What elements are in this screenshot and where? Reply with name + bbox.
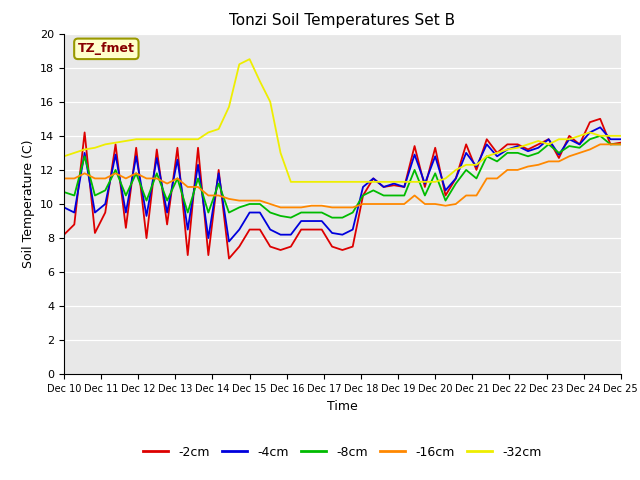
X-axis label: Time: Time [327, 400, 358, 413]
Text: TZ_fmet: TZ_fmet [78, 42, 135, 55]
Y-axis label: Soil Temperature (C): Soil Temperature (C) [22, 140, 35, 268]
Legend: -2cm, -4cm, -8cm, -16cm, -32cm: -2cm, -4cm, -8cm, -16cm, -32cm [138, 441, 547, 464]
Title: Tonzi Soil Temperatures Set B: Tonzi Soil Temperatures Set B [229, 13, 456, 28]
